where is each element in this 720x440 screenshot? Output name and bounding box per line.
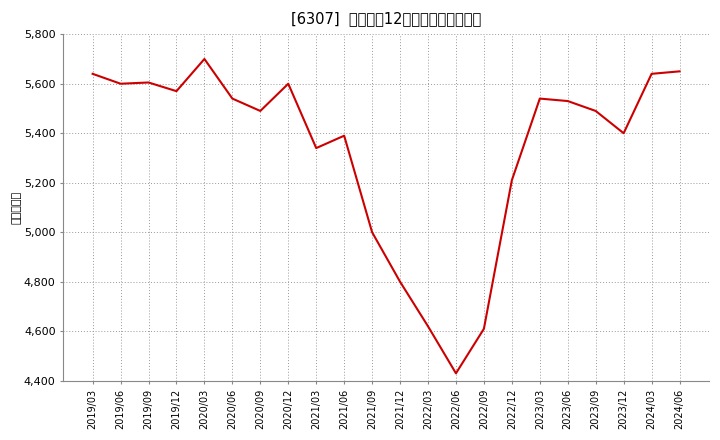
Title: [6307]  売上高の12か月移動合計の推移: [6307] 売上高の12か月移動合計の推移 <box>291 11 481 26</box>
Y-axis label: （百万円）: （百万円） <box>11 191 21 224</box>
